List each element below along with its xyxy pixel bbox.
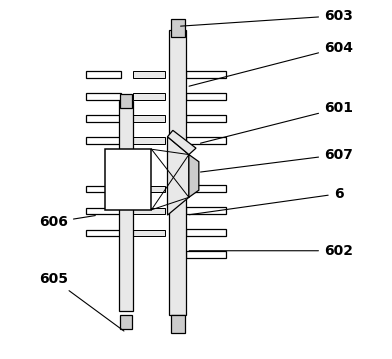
Bar (85, 115, 121, 122)
Text: 603: 603 (181, 9, 353, 26)
Bar (133, 186, 165, 192)
Bar (186, 229, 225, 236)
Text: 601: 601 (200, 101, 353, 143)
Bar (186, 137, 225, 144)
Polygon shape (167, 137, 189, 215)
Bar (186, 93, 225, 100)
Bar (85, 186, 121, 192)
Text: 6: 6 (189, 187, 343, 215)
Text: 602: 602 (189, 244, 353, 258)
Bar (186, 207, 225, 214)
Polygon shape (167, 130, 196, 155)
Bar (133, 137, 165, 144)
Bar (186, 71, 225, 78)
Bar (133, 93, 165, 100)
Text: 607: 607 (201, 148, 353, 172)
Bar (133, 230, 165, 237)
Bar (120, 94, 132, 108)
Bar (171, 19, 185, 37)
Text: 606: 606 (39, 215, 95, 229)
Bar (171, 315, 185, 333)
Bar (133, 71, 165, 78)
Bar (133, 208, 165, 214)
Bar (85, 208, 121, 214)
Bar (120, 315, 132, 329)
Bar (85, 230, 121, 237)
Bar (169, 30, 186, 315)
Text: 604: 604 (189, 41, 353, 86)
Bar (85, 71, 121, 78)
Bar (186, 185, 225, 192)
Text: 605: 605 (39, 272, 124, 331)
Bar (105, 149, 151, 210)
Bar (85, 93, 121, 100)
Bar (133, 115, 165, 122)
Bar (85, 137, 121, 144)
Bar (186, 115, 225, 122)
Polygon shape (189, 155, 199, 197)
Bar (186, 251, 225, 258)
Bar (120, 101, 133, 311)
